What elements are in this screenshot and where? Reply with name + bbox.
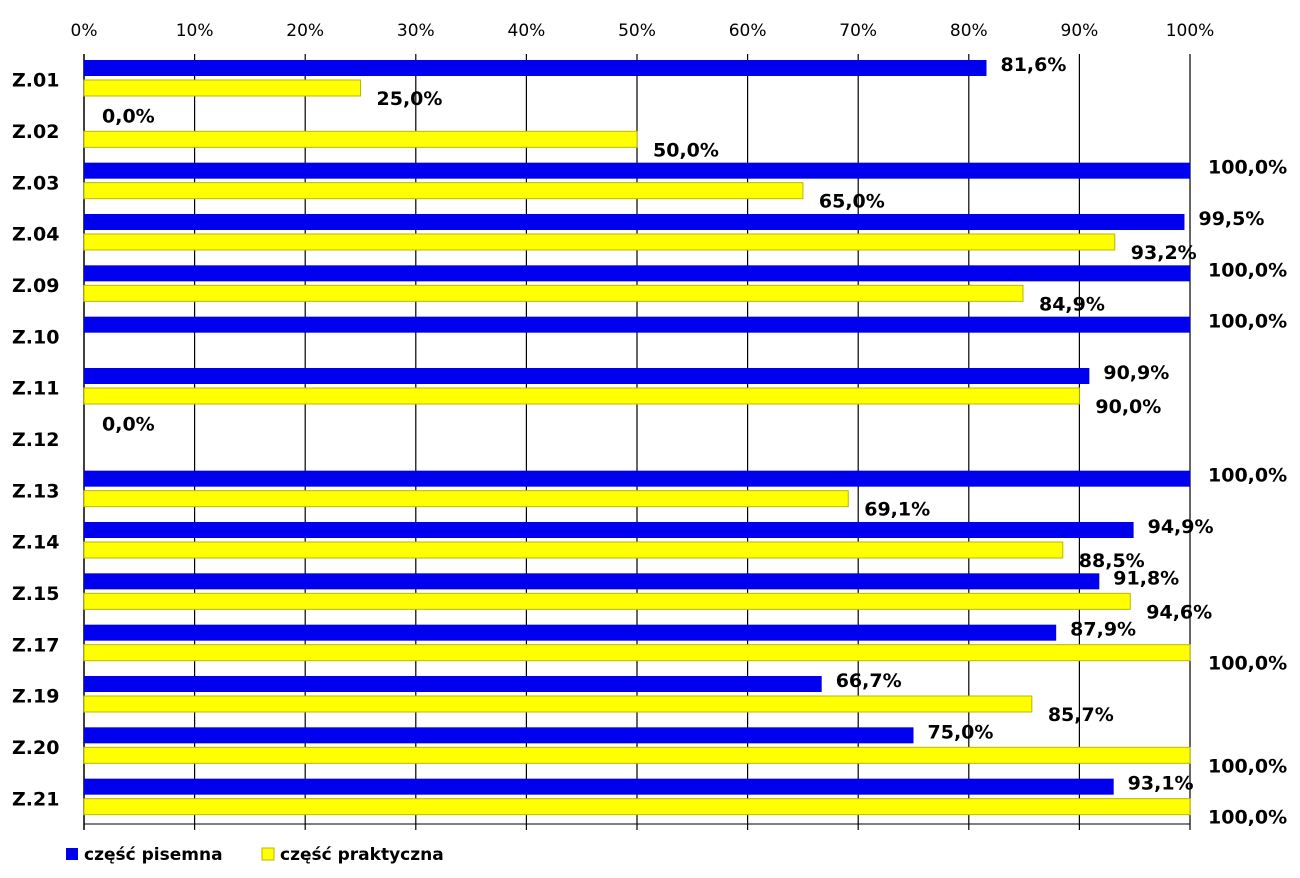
bar-practical [83,387,1080,405]
category-label: Z.04 [12,224,59,246]
data-label-practical: 100,0% [1208,807,1287,829]
category-label: Z.19 [12,686,59,708]
x-tick-label: 60% [729,21,767,41]
category-label: Z.15 [12,583,59,605]
x-tick-label: 0% [71,21,98,41]
bar-practical [83,746,1191,764]
x-tick-label: 20% [286,21,324,41]
bar-practical [83,695,1033,713]
bar-practical [83,182,804,200]
category-label: Z.21 [12,788,59,810]
data-label-practical: 69,1% [864,499,930,521]
data-label-practical: 88,5% [1079,550,1145,572]
x-tick-label: 70% [839,21,877,41]
data-label-practical: 85,7% [1048,704,1114,726]
bar-practical [83,284,1024,302]
data-label-written: 100,0% [1208,311,1287,333]
category-label: Z.11 [12,378,59,400]
category-label: Z.10 [12,326,59,348]
data-label-written: 0,0% [102,105,155,127]
bar-written [84,676,822,692]
x-tick-label: 100% [1166,21,1215,41]
x-tick-label: 90% [1061,21,1099,41]
legend-swatch-written [66,848,78,860]
data-label-practical: 100,0% [1208,755,1287,777]
data-label-written: 99,5% [1198,208,1264,230]
bar-written [84,214,1185,230]
category-label: Z.09 [12,275,59,297]
data-label-written: 94,9% [1148,516,1214,538]
category-label: Z.01 [12,70,59,92]
category-label: Z.02 [12,121,59,143]
data-label-written: 100,0% [1208,157,1287,179]
bar-written [84,727,914,744]
category-label: Z.20 [12,737,59,759]
bar-practical [83,79,361,97]
x-tick-label: 10% [176,21,214,41]
data-label-practical: 100,0% [1208,653,1287,675]
data-label-written: 0,0% [102,413,155,435]
bar-written [84,470,1190,487]
bar-practical [83,644,1191,662]
x-tick-label: 80% [950,21,988,41]
bar-written [84,573,1100,590]
category-label: Z.12 [12,429,59,451]
bar-practical [83,592,1131,610]
bar-practical [83,233,1116,251]
data-label-practical: 65,0% [819,191,885,213]
bar-practical [83,798,1191,816]
data-label-written: 91,8% [1113,567,1179,589]
data-label-practical: 94,6% [1146,601,1212,623]
data-label-practical: 93,2% [1131,242,1197,264]
data-label-practical: 50,0% [653,139,719,161]
data-label-practical: 84,9% [1039,293,1105,315]
bar-practical [83,490,849,508]
x-tick-label: 30% [397,21,435,41]
bar-written [84,778,1114,795]
bar-written [84,265,1190,282]
data-label-written: 81,6% [1000,54,1066,76]
bar-written [84,368,1090,384]
legend-label-written: część pisemna [84,845,223,865]
bar-written [84,522,1134,538]
category-label: Z.17 [12,634,59,656]
category-label: Z.13 [12,480,59,502]
data-label-practical: 90,0% [1095,396,1161,418]
data-label-written: 75,0% [928,721,994,743]
data-label-written: 93,1% [1128,773,1194,795]
legend-label-practical: część praktyczna [280,845,444,865]
category-label: Z.14 [12,532,59,554]
data-label-written: 100,0% [1208,465,1287,487]
bar-written [84,60,987,76]
bar-written [84,162,1190,179]
x-tick-label: 40% [508,21,546,41]
data-label-practical: 25,0% [377,88,443,110]
legend-swatch-practical [261,847,275,861]
data-label-written: 90,9% [1103,362,1169,384]
bar-practical [83,130,638,148]
x-tick-label: 50% [618,21,656,41]
category-label: Z.03 [12,172,59,194]
bar-written [84,624,1057,641]
bar-practical [83,541,1064,559]
data-label-written: 66,7% [836,670,902,692]
bar-written [84,316,1190,333]
data-label-written: 87,9% [1070,619,1136,641]
data-label-written: 100,0% [1208,259,1287,281]
